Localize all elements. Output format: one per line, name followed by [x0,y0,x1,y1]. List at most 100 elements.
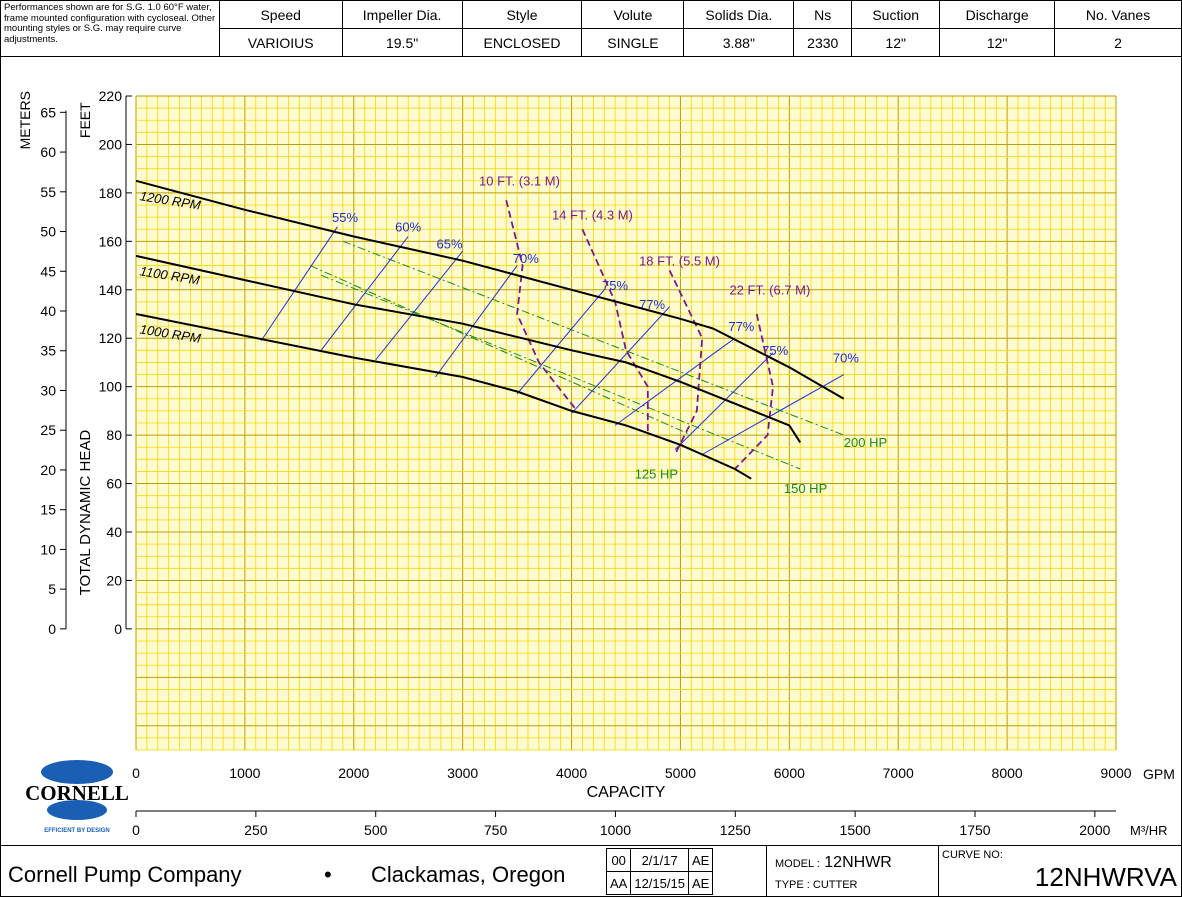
feet-tick-label: 100 [99,379,123,395]
feet-tick-label: 20 [106,572,122,588]
efficiency-label: 55% [332,210,358,225]
m3hr-tick-label: 1750 [959,822,990,838]
gpm-tick-label: 3000 [447,765,478,781]
rev-initials: AE [687,871,714,895]
gpm-tick-label: 5000 [665,765,696,781]
m3hr-tick-label: 1500 [840,822,871,838]
efficiency-line [434,265,518,378]
efficiency-label: 65% [437,237,463,252]
col-ns: Ns [793,0,853,29]
efficiency-line [375,250,464,361]
m3hr-tick-label: 1250 [720,822,751,838]
model-label: MODEL : [775,858,820,870]
gpm-tick-label: 6000 [774,765,805,781]
logo-wave-bottom-icon [47,800,107,820]
gpm-tick-label: 9000 [1100,765,1131,781]
efficiency-line [320,236,409,351]
efficiency-label: 75% [762,343,788,358]
feet-tick-label: 160 [99,233,123,249]
val-ns: 2330 [793,28,853,57]
col-impeller: Impeller Dia. [341,0,463,29]
x-unit-m3hr: M³/HR [1130,823,1168,838]
m3hr-tick-label: 750 [484,822,508,838]
efficiency-line [701,374,845,455]
hp-label: 125 HP [635,467,678,482]
efficiency-line [571,306,670,414]
col-speed: Speed [218,0,343,29]
meters-tick-label: 45 [40,263,56,279]
val-impeller: 19.5" [341,28,463,57]
val-suction: 12" [851,28,941,57]
meters-tick-label: 65 [40,104,56,120]
gpm-tick-label: 1000 [229,765,260,781]
company-location: Clackamas, Oregon [371,862,566,887]
efficiency-line [516,289,605,395]
efficiency-label: 70% [513,251,539,266]
meters-tick-label: 10 [40,541,56,557]
feet-tick-label: 220 [99,88,123,104]
y-unit-meters: METERS [17,91,33,149]
feet-tick-label: 80 [106,427,122,443]
col-solids: Solids Dia. [683,0,795,29]
feet-tick-label: 60 [106,476,122,492]
gpm-tick-label: 7000 [883,765,914,781]
gpm-tick-label: 2000 [338,765,369,781]
meters-tick-label: 55 [40,184,56,200]
feet-tick-label: 120 [99,330,123,346]
npsh-curve [505,199,578,412]
col-suction: Suction [851,0,941,29]
logo-wordmark: CORNELL [25,781,129,805]
meters-tick-label: 20 [40,462,56,478]
rev-date: 2/1/17 [630,848,689,872]
val-volute: SINGLE [581,28,685,57]
gpm-tick-label: 4000 [556,765,587,781]
npsh-label: 14 FT. (4.3 M) [552,208,633,223]
npsh-curve [668,270,704,455]
col-vanes: No. Vanes [1054,0,1182,29]
curve-number: 12NHWRVA [1034,862,1177,892]
pump-curve-chart: 0 20 40 60 80 100 120 140 160 180 200 220 0 5 10 15 20 25… [17,88,1175,838]
efficiency-line [260,226,338,341]
meters-tick-label: 30 [40,382,56,398]
m3hr-tick-label: 1000 [600,822,631,838]
revision-table: 00 2/1/17 AE AA 12/15/15 AE [605,848,714,895]
meters-tick-label: 25 [40,422,56,438]
x-axis-title: CAPACITY [587,784,666,801]
col-style: Style [461,0,583,29]
curve-box: CURVE NO: 12NHWRVA [938,846,1182,896]
model-box: MODEL : 12NHWR TYPE : CUTTER [766,846,939,896]
val-solids: 3.88" [683,28,795,57]
meters-tick-label: 35 [40,343,56,359]
hp-label: 200 HP [844,435,887,450]
gpm-tick-label: 8000 [992,765,1023,781]
npsh-curve [581,228,649,436]
efficiency-label: 60% [395,220,421,235]
val-style: ENCLOSED [461,28,583,57]
efficiency-label: 77% [639,297,665,312]
logo-tagline: EFFICIENT BY DESIGN [44,828,110,834]
head-curve [135,179,845,400]
rev-code: 00 [605,848,632,872]
npsh-label: 10 FT. (3.1 M) [479,174,560,189]
efficiency-label: 70% [833,350,859,365]
meters-tick-label: 50 [40,224,56,240]
hp-label: 150 HP [784,481,827,496]
spec-table: Performances shown are for S.G. 1.0 60°F… [0,0,1182,57]
meters-tick-label: 0 [48,621,56,637]
col-volute: Volute [581,0,685,29]
npsh-label: 22 FT. (6.7 M) [729,283,810,298]
hp-line [309,265,692,436]
m3hr-tick-label: 500 [364,822,388,838]
efficiency-line [674,352,774,450]
head-curve [135,313,752,480]
meters-tick-label: 15 [40,502,56,518]
model-value: 12NHWR [824,854,892,871]
val-vanes: 2 [1054,28,1182,57]
y-unit-feet: FEET [77,102,93,138]
rev-code: AA [605,871,632,895]
company-name: Cornell Pump Company [8,862,242,887]
footer-separator: • [324,862,332,887]
val-speed: VARIOIUS [218,28,343,57]
npsh-label: 18 FT. (5.5 M) [639,254,720,269]
rev-initials: AE [687,848,714,872]
